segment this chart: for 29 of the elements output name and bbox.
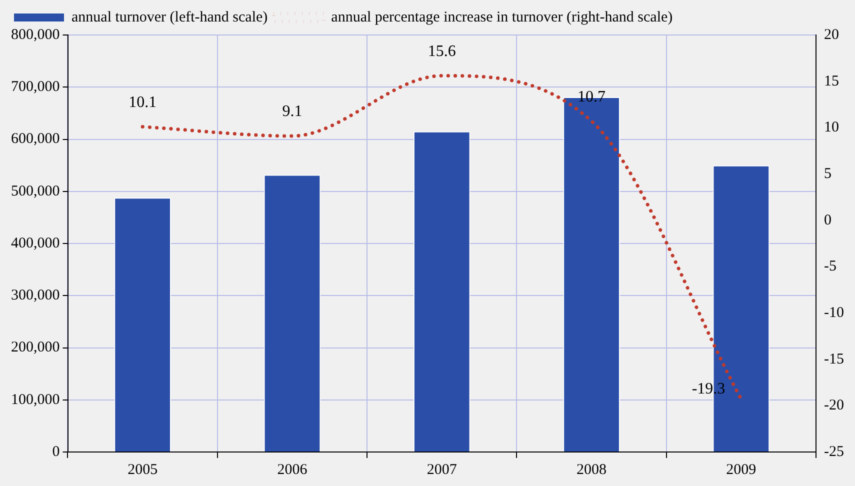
y2-tick-label: -10 (824, 304, 844, 321)
legend-label: annual turnover (left-hand scale) (72, 9, 268, 26)
y2-tick-label: 5 (824, 166, 832, 182)
x-tick-label: 2005 (128, 462, 158, 478)
data-label: 15.6 (428, 42, 456, 60)
x-tick-label: 2007 (426, 462, 458, 478)
y-tick-label: 500,000 (11, 183, 60, 200)
y2-tick-label: 10 (824, 120, 840, 136)
x-tick-label: 2008 (576, 462, 607, 478)
y-tick-label: 400,000 (11, 235, 60, 252)
y-tick-label: 700,000 (11, 79, 60, 96)
y-tick-label: 0 (52, 444, 60, 460)
y2-tick-label: 0 (824, 212, 832, 228)
y2-tick-label: -25 (824, 444, 844, 460)
data-label: 10.1 (128, 94, 157, 111)
x-tick-label: 2006 (277, 462, 308, 478)
data-label: 9.1 (282, 103, 302, 120)
y2-tick-label: -20 (824, 398, 844, 414)
legend-label: annual percentage increase in turnover (right-hand scale) (331, 9, 673, 26)
y2-tick-label: 20 (824, 26, 840, 43)
x-tick-label: 2009 (726, 462, 756, 478)
y-tick-label: 300,000 (11, 288, 60, 304)
y-tick-label: 800,000 (11, 26, 60, 43)
y-tick-label: 200,000 (11, 340, 60, 356)
y2-tick-label: -5 (824, 258, 837, 275)
y2-tick-label: 15 (824, 73, 840, 90)
y-tick-label: 600,000 (11, 131, 60, 148)
y-tick-label: 100,000 (11, 392, 60, 408)
y2-tick-label: -15 (824, 351, 844, 368)
